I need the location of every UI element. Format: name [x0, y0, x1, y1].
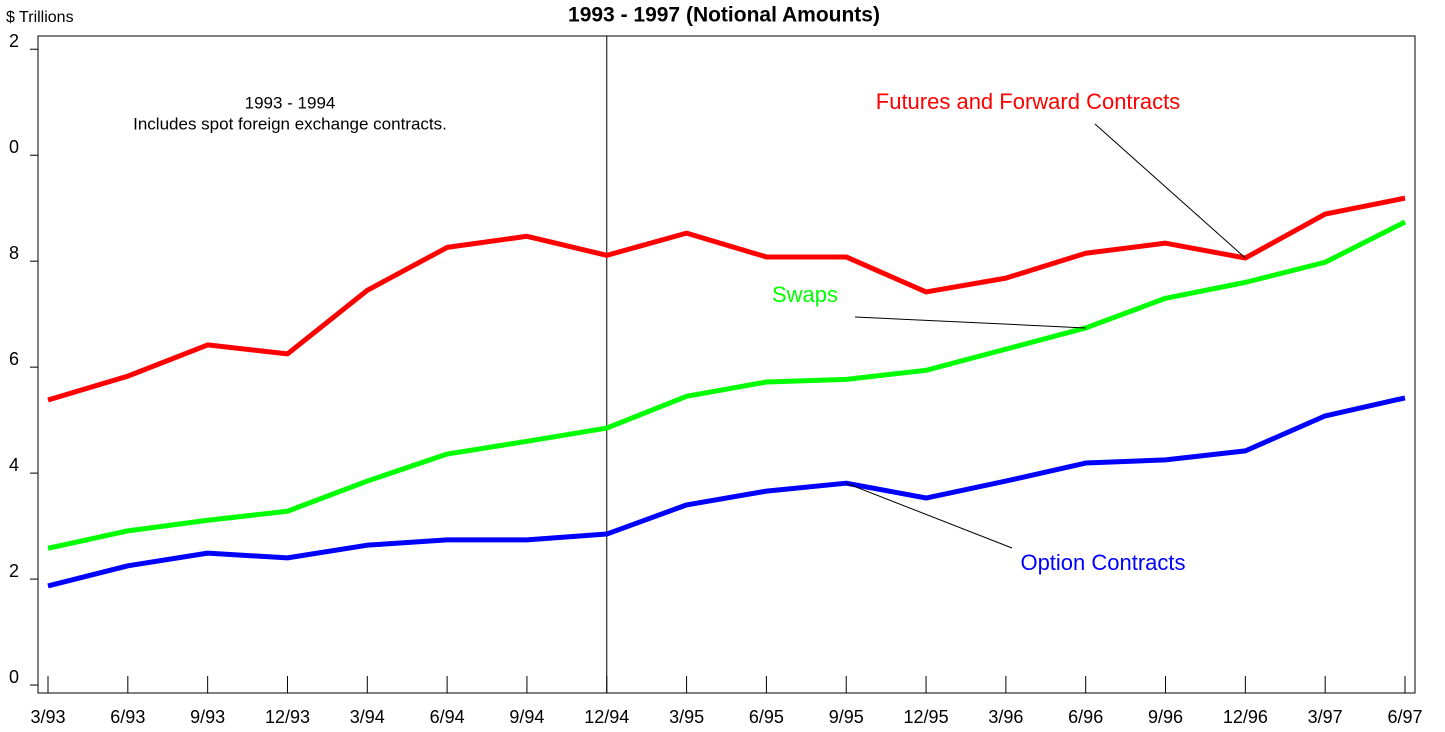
series-label: Futures and Forward Contracts	[876, 89, 1180, 114]
plot-frame	[37, 35, 1416, 694]
x-tick-label: 12/96	[1223, 707, 1268, 727]
leader-line	[1094, 123, 1246, 259]
series-line	[47, 395, 1406, 589]
x-tick-label: 9/96	[1148, 707, 1183, 727]
x-tick-label: 6/96	[1068, 707, 1103, 727]
series-line	[47, 219, 1407, 551]
annotation: 1993 - 1994	[245, 93, 336, 112]
x-tick-label: 3/97	[1308, 707, 1343, 727]
chart-title: 1993 - 1997 (Notional Amounts)	[568, 4, 880, 27]
y-tick-label: 4	[9, 455, 19, 475]
annotation: Includes spot foreign exchange contracts…	[133, 114, 447, 133]
x-tick-label: 9/95	[829, 707, 864, 727]
y-tick-label: 2	[9, 31, 19, 51]
x-tick-label: 3/93	[30, 707, 65, 727]
x-tick-label: 6/97	[1387, 707, 1422, 727]
x-tick-label: 3/96	[988, 707, 1023, 727]
leader-line	[846, 482, 1013, 549]
series-label: Option Contracts	[1020, 550, 1185, 575]
x-tick-label: 6/94	[430, 707, 465, 727]
leader-line	[854, 316, 1086, 329]
x-tick-label: 12/95	[904, 707, 949, 727]
x-tick-label: 12/93	[265, 707, 310, 727]
x-tick-label: 9/93	[190, 707, 225, 727]
x-tick-label: 9/94	[509, 707, 544, 727]
series-line	[47, 195, 1406, 403]
x-tick-label: 3/94	[350, 707, 385, 727]
y-tick-label: 6	[9, 349, 19, 369]
series-label: Swaps	[772, 282, 838, 307]
y-tick-label: 0	[9, 137, 19, 157]
x-tick-label: 12/94	[584, 707, 629, 727]
x-tick-label: 6/93	[110, 707, 145, 727]
x-tick-label: 6/95	[749, 707, 784, 727]
y-tick-label: 2	[9, 561, 19, 581]
y-tick-label: 8	[9, 243, 19, 263]
y-tick-label: 0	[9, 667, 19, 687]
x-tick-label: 3/95	[669, 707, 704, 727]
y-axis-label: $ Trillions	[6, 9, 74, 26]
